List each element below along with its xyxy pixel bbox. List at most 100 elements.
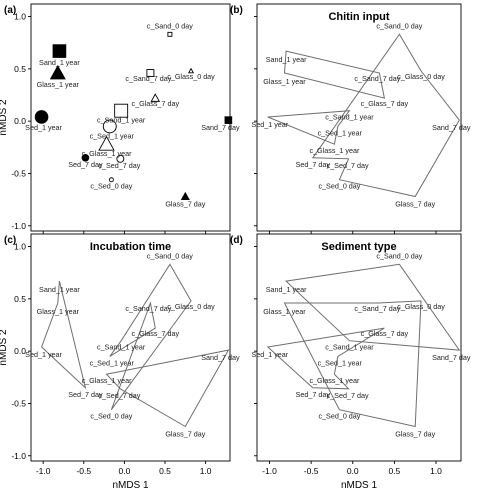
point-label-c-glass-7-day: c_Glass_7 day <box>132 329 180 338</box>
plot-frame <box>256 3 462 232</box>
x-tick-label: 0.5 <box>159 466 171 476</box>
point-label-c-glass-7-day: c_Glass_7 day <box>361 329 409 338</box>
point-label-c-glass-7-day: c_Glass_7 day <box>361 99 409 108</box>
panel-title: Chitin input <box>328 11 389 23</box>
point-label-c-sand-7-day: c_Sand_7 day <box>354 74 400 83</box>
point-label-c-sand-1-year: c_Sand_1 year <box>97 116 146 125</box>
point-label-c-glass-0-day: c_Glass_0 day <box>397 302 445 311</box>
point-label-c-sed-0-day: c_Sed_0 day <box>318 182 360 191</box>
x-tick-label: 0.0 <box>118 466 130 476</box>
point-label-glass-1-year: Glass_1 year <box>37 307 80 316</box>
point-label-sand-1-year: Sand_1 year <box>266 55 307 64</box>
marker-sand-1-year <box>52 44 67 58</box>
point-label-c-sand-7-day: c_Sand_7 day <box>125 304 171 313</box>
marker-sed-1-year <box>34 110 49 124</box>
point-label-c-sed-7-day: c_Sed_7 day <box>327 161 369 170</box>
point-label-c-sand-0-day: c_Sand_0 day <box>376 21 422 30</box>
point-label-c-glass-1-year: c_Glass_1 year <box>309 376 360 385</box>
point-label-c-glass-1-year: c_Glass_1 year <box>82 149 133 158</box>
point-label-sand-1-year: Sand_1 year <box>39 58 80 67</box>
panel-label: (c) <box>4 235 16 246</box>
point-label-c-glass-1-year: c_Glass_1 year <box>309 146 360 155</box>
x-axis-label: nMDS 1 <box>112 480 149 491</box>
panel-title: Sediment type <box>321 241 396 253</box>
point-label-glass-1-year: Glass_1 year <box>263 307 306 316</box>
panel-0: (a)1.0 0.5 0.0 -0.5 -1.0 nMDS 2 c_Sand_0 day c_… <box>0 3 240 234</box>
point-label-sand-1-year: Sand_1 year <box>39 285 80 294</box>
point-label-c-sed-7-day: c_Sed_7 day <box>98 391 140 400</box>
point-label-c-glass-0-day: c_Glass_0 day <box>167 302 215 311</box>
marker-c-glass-1-year <box>98 135 115 151</box>
marker-sand-7-day <box>224 116 233 124</box>
point-label-sand-7-day: Sand_7 day <box>201 123 240 132</box>
x-tick-label: 0.5 <box>388 466 400 476</box>
group-outline-2 <box>267 110 351 145</box>
point-label-glass-7-day: Glass_7 day <box>165 429 205 438</box>
x-tick-label: 1.0 <box>430 466 442 476</box>
x-tick-label: -0.5 <box>304 466 319 476</box>
y-tick-label: -1.0 <box>11 221 26 231</box>
point-label-c-glass-0-day: c_Glass_0 day <box>397 72 445 81</box>
group-outline-0 <box>285 263 461 351</box>
y-axis-label: nMDS 2 <box>0 99 9 136</box>
plot-frame <box>30 3 231 232</box>
point-label-glass-7-day: Glass_7 day <box>395 429 435 438</box>
plot-frame <box>30 233 231 462</box>
point-label-sed-7-day: Sed_7 day <box>68 160 103 169</box>
group-outline-1 <box>283 300 422 428</box>
y-tick-label: -0.5 <box>11 168 26 178</box>
y-axis-label: nMDS 2 <box>0 329 9 366</box>
point-label-c-sed-1-year: c_Sed_1 year <box>90 358 135 367</box>
panel-2: (c) Incubation time 1.0 0.5 0.0 -0.5 -1.0 -1.0 -… <box>0 233 240 491</box>
point-label-c-sed-1-year: c_Sed_1 year <box>318 358 363 367</box>
x-axis-label: nMDS 1 <box>341 480 378 491</box>
point-label-c-sed-7-day: c_Sed_7 day <box>327 391 369 400</box>
group-outline-2 <box>266 327 385 390</box>
marker-glass-1-year <box>49 64 66 80</box>
group-outline-1 <box>105 349 230 428</box>
point-label-c-sand-0-day: c_Sand_0 day <box>147 21 193 30</box>
point-label-c-sand-7-day: c_Sand_7 day <box>354 304 400 313</box>
point-label-sed-7-day: Sed_7 day <box>68 390 103 399</box>
group-outline-0 <box>109 263 192 410</box>
point-label-sand-7-day: Sand_7 day <box>432 353 471 362</box>
marker-c-sed-7-day <box>116 154 125 163</box>
y-tick-label: 0.0 <box>14 116 26 126</box>
point-label-sand-7-day: Sand_7 day <box>201 353 240 362</box>
group-outline-2 <box>41 280 87 390</box>
group-outline-0 <box>311 33 460 198</box>
y-tick-label: 0.5 <box>14 294 26 304</box>
point-label-c-sed-1-year: c_Sed_1 year <box>318 128 363 137</box>
point-label-c-sand-7-day: c_Sand_7 day <box>125 74 171 83</box>
marker-c-glass-0-day <box>187 67 195 74</box>
point-label-glass-7-day: Glass_7 day <box>165 199 205 208</box>
point-label-c-sand-1-year: c_Sand_1 year <box>325 343 374 352</box>
point-label-c-glass-1-year: c_Glass_1 year <box>82 376 133 385</box>
marker-sed-7-day <box>81 153 90 162</box>
marker-c-glass-7-day <box>150 93 161 102</box>
marker-c-sand-7-day <box>146 69 155 77</box>
point-label-sed-7-day: Sed_7 day <box>296 160 331 169</box>
point-label-c-sand-1-year: c_Sand_1 year <box>325 113 374 122</box>
panel-label: (b) <box>230 5 243 16</box>
point-label-c-sed-0-day: c_Sed_0 day <box>318 412 360 421</box>
point-label-c-sand-0-day: c_Sand_0 day <box>147 251 193 260</box>
x-tick-label: -0.5 <box>76 466 91 476</box>
point-label-sed-7-day: Sed_7 day <box>296 390 331 399</box>
y-tick-label: 0.0 <box>14 346 26 356</box>
x-tick-label: 0.0 <box>347 466 359 476</box>
point-label-c-sed-7-day: c_Sed_7 day <box>98 161 140 170</box>
y-tick-label: 1.0 <box>14 12 26 22</box>
marker-glass-7-day <box>180 191 190 200</box>
point-label-c-glass-7-day: c_Glass_7 day <box>132 99 180 108</box>
point-label-sed-1-year: Sed_1 year <box>251 350 288 359</box>
panel-label: (a) <box>4 5 16 16</box>
marker-c-sed-0-day <box>108 177 114 183</box>
panel-3: (d) Sediment type -1.0 -0.5 0.0 0.5 1.0 nMDS 1 c… <box>230 233 471 491</box>
point-label-sed-1-year: Sed_1 year <box>251 120 288 129</box>
point-label-sand-7-day: Sand_7 day <box>432 123 471 132</box>
group-outline-1 <box>283 50 386 99</box>
point-label-c-sand-0-day: c_Sand_0 day <box>376 251 422 260</box>
